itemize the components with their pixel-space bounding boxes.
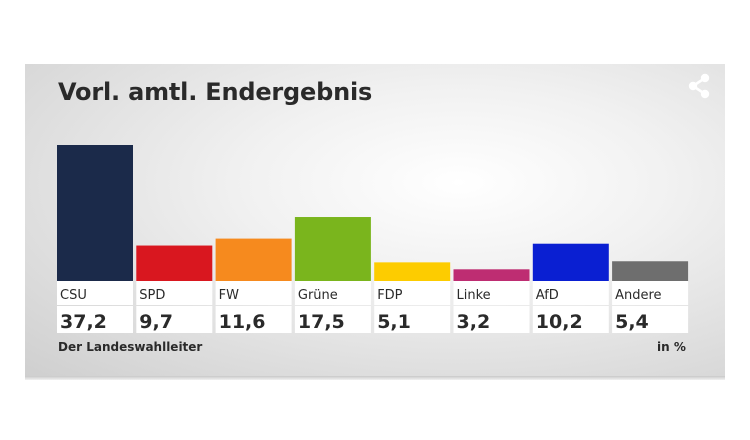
category-label: Grüne xyxy=(298,288,338,303)
value-cell xyxy=(294,306,371,333)
category-label: SPD xyxy=(139,288,165,303)
category-label: FW xyxy=(219,288,239,303)
value-label: 11,6 xyxy=(219,311,266,333)
value-cell xyxy=(215,306,292,333)
share-icon[interactable] xyxy=(685,72,713,100)
label-cell xyxy=(57,281,133,305)
label-cell xyxy=(453,281,530,305)
bar-afd xyxy=(532,243,609,281)
label-cell xyxy=(294,281,371,305)
unit-label: in % xyxy=(657,340,686,354)
chart-title: Vorl. amtl. Endergebnis xyxy=(58,78,373,106)
value-label: 10,2 xyxy=(536,311,583,333)
bar-fw xyxy=(215,238,292,281)
value-cell xyxy=(57,306,133,333)
value-label: 37,2 xyxy=(60,311,107,333)
value-cell xyxy=(453,306,530,333)
label-cell xyxy=(612,281,689,305)
value-cell xyxy=(612,306,689,333)
value-label: 9,7 xyxy=(139,311,173,333)
label-cell xyxy=(136,281,213,305)
category-label: AfD xyxy=(536,288,559,303)
label-cell xyxy=(215,281,292,305)
label-cell xyxy=(532,281,609,305)
bar-linke xyxy=(453,269,530,281)
bar-fdp xyxy=(374,262,451,281)
category-label: FDP xyxy=(377,288,402,303)
category-label: Andere xyxy=(615,288,661,303)
bar-chart: CSU 37,2 SPD 9,7 FW 11,6 Grüne 17,5 FDP 5,1 Linke 3… xyxy=(57,145,689,333)
value-label: 3,2 xyxy=(457,311,491,333)
bar-grüne xyxy=(294,217,371,281)
chart-card: Vorl. amtl. Endergebnis CSU 37,2 SPD 9,7 FW 1… xyxy=(25,64,725,380)
category-label: CSU xyxy=(60,288,87,303)
value-label: 5,1 xyxy=(377,311,411,333)
value-label: 5,4 xyxy=(615,311,649,333)
bar-csu xyxy=(57,145,133,281)
category-label: Linke xyxy=(457,288,491,303)
source-note: Der Landeswahlleiter xyxy=(58,340,203,354)
value-cell xyxy=(532,306,609,333)
bar-andere xyxy=(612,261,689,281)
label-cell xyxy=(374,281,451,305)
value-cell xyxy=(374,306,451,333)
value-cell xyxy=(136,306,213,333)
value-label: 17,5 xyxy=(298,311,345,333)
bar-spd xyxy=(136,245,213,281)
